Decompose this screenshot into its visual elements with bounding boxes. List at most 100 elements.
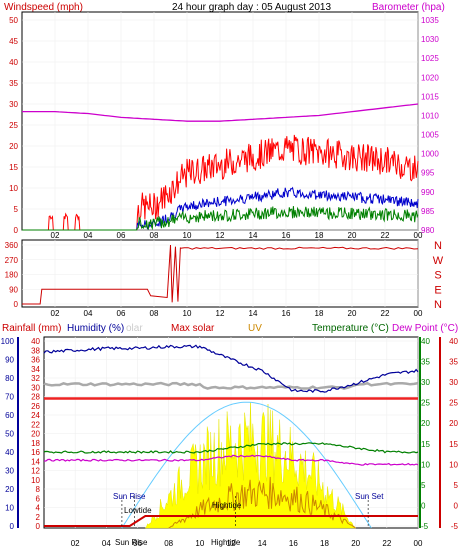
wind-left-tick: 5	[14, 205, 19, 214]
max-solar-curve	[121, 401, 372, 529]
wind-left-tick: 10	[9, 184, 18, 193]
temperature-tick: 30	[421, 378, 430, 387]
rainfall-tick: 26	[31, 402, 40, 411]
bottom-x-tick: 04	[102, 539, 111, 548]
bottom-x-tick: 16	[289, 539, 298, 548]
humidity-series-line	[43, 344, 419, 393]
wind-x-tick: 16	[282, 231, 291, 240]
barometer-tick: 980	[421, 226, 435, 235]
windspeed-label: Windspeed (mph)	[4, 2, 83, 13]
uv-label: UV	[248, 323, 262, 334]
barometer-tick: 1005	[421, 131, 439, 140]
temperature-tick: 35	[421, 358, 430, 367]
rainfall-tick: 4	[36, 504, 41, 513]
humidity-tick: 60	[5, 411, 14, 420]
uv-line	[168, 476, 356, 529]
wind-left-tick: 0	[14, 226, 19, 235]
barometer-label: Barometer (hpa)	[372, 2, 445, 13]
wind-left-tick: 20	[9, 142, 18, 151]
bottom-x-tick: 20	[351, 539, 360, 548]
barometer-tick: 1015	[421, 92, 439, 101]
sun-set-annotation: Sun Set	[355, 492, 384, 501]
direction-x-tick: 22	[381, 309, 390, 318]
direction-x-tick: 18	[315, 309, 324, 318]
compass-letter: S	[434, 270, 441, 282]
bottom-x-tick: 10	[195, 539, 204, 548]
dew-point-tick: 5	[454, 481, 459, 490]
bottom-x-tick: 06	[133, 539, 142, 548]
temperature-tick: 10	[421, 460, 430, 469]
rainfall-tick: 0	[36, 522, 41, 531]
humidity-tick: 40	[5, 448, 14, 457]
wind-x-tick: 14	[249, 231, 258, 240]
humidity-tick: 70	[5, 393, 14, 402]
dew-point-axis: 40 35 30 25 20 15 10 5 0 -5	[439, 337, 459, 531]
graph-title: 24 hour graph day : 05 August 2013	[172, 2, 331, 13]
wind-left-tick: 35	[9, 79, 18, 88]
rainfall-tick: 40	[31, 337, 40, 346]
compass-letter: E	[434, 284, 441, 296]
wind-left-tick: 50	[9, 16, 18, 25]
rainfall-tick: 38	[31, 346, 40, 355]
direction-tick: 360	[5, 241, 19, 250]
solar-area	[145, 401, 357, 529]
low-tide-annotation: Lowtide	[124, 506, 152, 515]
bottom-x-tick: 08	[164, 539, 173, 548]
rainfall-tick: 30	[31, 383, 40, 392]
compass-letter: N	[434, 240, 442, 252]
temperature-tick: 5	[421, 481, 426, 490]
wind-plot-area	[22, 103, 419, 231]
rainfall-line	[44, 515, 418, 527]
temperature-series-line	[43, 442, 419, 454]
compass-letter: N	[434, 299, 442, 311]
barometer-tick: 1010	[421, 111, 439, 120]
temperature-label: Temperature (°C)	[312, 323, 389, 334]
rainfall-tick: 20	[31, 430, 40, 439]
direction-tick: 180	[5, 271, 19, 280]
dew-point-series-line	[44, 454, 419, 466]
direction-tick: 0	[14, 300, 19, 309]
rainfall-tick: 34	[31, 365, 40, 374]
direction-series-line	[22, 244, 419, 305]
dew-point-tick: 15	[449, 440, 458, 449]
rainfall-tick: 14	[31, 457, 40, 466]
temperature-tick: 40	[421, 337, 430, 346]
temperature-tick: 25	[421, 399, 430, 408]
wind-x-tick: 06	[117, 231, 126, 240]
rainfall-label: Rainfall (mm)	[2, 323, 61, 334]
direction-x-tick: 20	[348, 309, 357, 318]
direction-x-tick: 00	[414, 309, 423, 318]
wind-x-tick: 18	[315, 231, 324, 240]
barometer-tick: 1025	[421, 54, 439, 63]
high-tide-annotation: Hightide	[212, 501, 242, 510]
dew-point-tick: 35	[449, 358, 458, 367]
bottom-x-tick: 18	[320, 539, 329, 548]
rainfall-tick: 6	[36, 494, 41, 503]
temperature-axis: 40 35 30 25 20 15 10 5 0 -5	[419, 337, 430, 531]
temperature-tick: -5	[421, 522, 429, 531]
rainfall-tick: 28	[31, 393, 40, 402]
high-tide-axis-marker: Hightide	[211, 538, 241, 547]
barometer-tick: 985	[421, 207, 435, 216]
temperature-tick: 0	[421, 501, 426, 510]
direction-plot-area	[22, 244, 419, 305]
wind-left-tick: 25	[9, 121, 18, 130]
barometer-tick: 1000	[421, 150, 439, 159]
wind-left-tick: 45	[9, 37, 18, 46]
dew-point-tick: -5	[451, 522, 459, 531]
wind-x-axis: 02 04 06 08 10 12 14 16 18 20 22 00	[51, 231, 423, 240]
dew-point-label: Dew Point (°C)	[392, 323, 458, 334]
bottom-x-tick: 22	[382, 539, 391, 548]
bottom-x-tick: 12	[227, 539, 236, 548]
dew-point-tick: 20	[449, 419, 458, 428]
wind-x-tick: 10	[183, 231, 192, 240]
wind-x-tick: 12	[216, 231, 225, 240]
direction-x-tick: 14	[249, 309, 258, 318]
dew-point-tick: 30	[449, 378, 458, 387]
humidity-tick: 20	[5, 485, 14, 494]
rainfall-tick: 12	[31, 467, 40, 476]
